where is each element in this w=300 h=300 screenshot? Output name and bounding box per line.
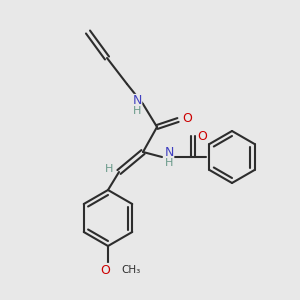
Text: H: H: [105, 164, 113, 174]
Text: O: O: [100, 263, 110, 277]
Text: O: O: [197, 130, 207, 142]
Text: N: N: [164, 146, 174, 158]
Text: O: O: [182, 112, 192, 125]
Text: N: N: [132, 94, 142, 107]
Text: H: H: [133, 106, 141, 116]
Text: CH₃: CH₃: [121, 265, 140, 275]
Text: H: H: [165, 158, 173, 168]
